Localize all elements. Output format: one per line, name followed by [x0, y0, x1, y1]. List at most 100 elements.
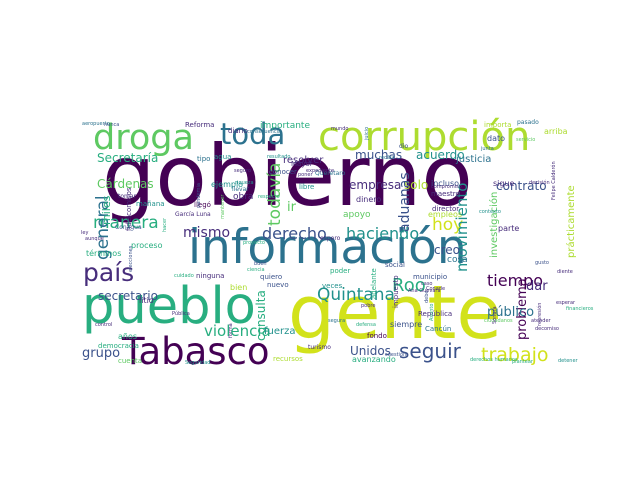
word-28: solo: [404, 178, 428, 192]
word-45: prácticamente: [565, 185, 577, 258]
word-93: pasado: [517, 119, 539, 126]
word-30: Secretaría: [97, 151, 158, 165]
word-133: aunque: [85, 236, 104, 242]
word-16: manera: [93, 213, 159, 233]
word-124: caso: [421, 281, 432, 287]
word-49: dinero: [356, 195, 381, 204]
word-58: bien: [230, 283, 247, 292]
word-40: fuerza: [264, 326, 296, 337]
word-152: gusto: [535, 260, 549, 266]
word-105: decomiso: [535, 326, 559, 332]
word-89: avanzando: [352, 355, 396, 364]
word-20: hoy: [432, 215, 463, 235]
word-61: ejemplo: [211, 180, 243, 189]
word-92: importa: [484, 121, 511, 129]
word-0: gobierno: [102, 127, 473, 225]
word-134: diente: [557, 269, 573, 275]
word-125: debe: [424, 291, 430, 304]
word-23: movimiento: [453, 183, 471, 272]
word-85: poder: [330, 267, 350, 275]
word-76: municipio: [413, 273, 447, 281]
word-34: consulta: [254, 290, 268, 341]
word-103: ciudadanos: [484, 318, 513, 324]
word-127: consecuencia: [247, 129, 281, 135]
word-15: mismo: [183, 225, 230, 241]
word-6: Tabasco: [121, 330, 270, 373]
word-150: respecto: [258, 194, 280, 200]
word-119: atender: [531, 318, 552, 324]
word-120: decisión: [529, 179, 550, 186]
word-94: Pública: [172, 310, 190, 317]
word-19: tiempo: [487, 271, 543, 290]
word-128: forma: [228, 323, 234, 338]
word-148: juicio: [364, 127, 370, 141]
word-81: fondo: [367, 332, 387, 340]
word-138: mundo: [331, 126, 348, 132]
word-53: cosa: [447, 255, 468, 265]
word-146: buen: [254, 261, 267, 267]
word-153: proyecto: [243, 240, 265, 246]
word-32: secretario: [98, 289, 158, 303]
word-42: justicia: [455, 154, 491, 165]
word-65: ninguna: [196, 272, 224, 280]
word-62: obra: [233, 192, 253, 202]
word-33: ir: [287, 200, 297, 215]
word-123: Conade: [426, 286, 445, 292]
word-78: República: [418, 310, 452, 318]
word-131: contexto: [479, 209, 501, 215]
word-57: dato: [487, 134, 505, 143]
word-79: Cancún: [425, 325, 451, 333]
word-18: general: [93, 195, 113, 260]
word-112: poner: [298, 172, 313, 178]
word-115: riqueza: [235, 180, 254, 186]
word-24: muchas: [355, 148, 402, 162]
word-64: quiero: [260, 273, 282, 281]
word-129: plantear: [512, 359, 534, 365]
word-118: control: [95, 322, 112, 328]
word-97: dio: [399, 143, 408, 150]
word-38: público: [487, 305, 534, 320]
word-149: hacer: [162, 217, 168, 232]
word-50: apoyo: [343, 210, 371, 220]
word-116: segura: [328, 318, 345, 324]
word-54: parte: [498, 224, 519, 233]
word-63: nuevo: [267, 281, 289, 289]
word-100: proceso: [131, 241, 163, 250]
word-10: Roo: [392, 275, 426, 296]
word-73: tomar: [118, 193, 137, 200]
word-68: Reforma: [185, 121, 214, 129]
word-130: detener: [558, 358, 579, 364]
word-67: diario: [228, 127, 248, 135]
word-147: defensa: [356, 322, 376, 328]
word-87: social: [385, 261, 405, 269]
word-37: creo: [434, 243, 460, 257]
word-132: ley: [81, 230, 88, 236]
word-56: sigue: [493, 179, 515, 188]
word-25: acuerdo: [416, 148, 465, 162]
word-4: corrupción: [318, 114, 530, 160]
word-66: llegó: [194, 201, 211, 209]
word-2: gente: [288, 270, 502, 356]
word-39: Unidos: [350, 344, 391, 358]
word-17: todavía: [265, 163, 285, 226]
word-136: compromiso: [431, 184, 462, 190]
word-41: miles: [100, 195, 113, 225]
word-31: Cárdenas: [97, 177, 154, 191]
word-83: Mayor: [291, 160, 313, 168]
word-27: contrato: [496, 179, 547, 193]
word-26: empresa: [349, 178, 401, 192]
word-1: información: [188, 220, 467, 275]
word-14: haciendo: [346, 224, 419, 243]
word-126: cuestión: [385, 351, 406, 358]
word-47: incluso: [431, 179, 459, 188]
word-46: empleos: [428, 210, 462, 219]
word-8: toda: [220, 117, 285, 151]
word-91: arriba: [544, 127, 568, 136]
word-59: años: [118, 332, 137, 341]
word-107: derechos humanos: [470, 357, 518, 363]
word-111: nunca: [104, 122, 119, 128]
word-51: resolver: [283, 155, 324, 166]
word-60: litio: [139, 296, 154, 305]
word-108: expediente: [306, 168, 334, 174]
